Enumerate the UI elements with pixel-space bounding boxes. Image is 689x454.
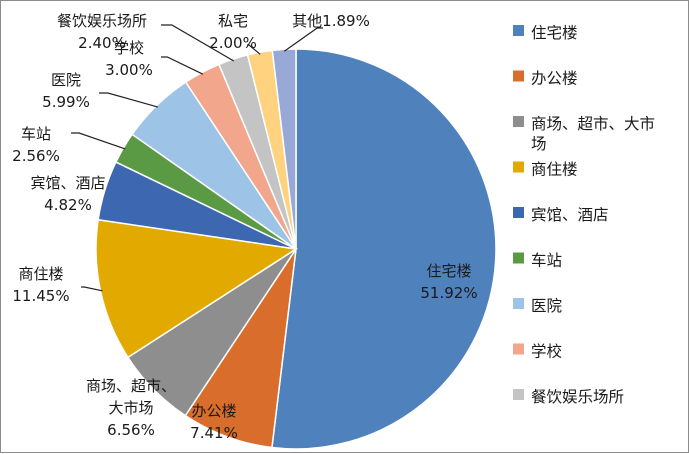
leader-line — [99, 92, 159, 108]
leader-lines — [71, 24, 323, 292]
data-label: 大市场 — [108, 399, 153, 417]
data-label: 餐饮娱乐场所 — [57, 12, 147, 30]
data-label: 2.40% — [78, 34, 126, 52]
legend-label: 医院 — [531, 296, 562, 315]
data-label: 其他1.89% — [292, 12, 370, 30]
data-label: 住宅楼 — [426, 262, 471, 280]
data-label: 5.99% — [42, 93, 90, 111]
data-label: 办公楼 — [191, 402, 236, 420]
leader-line — [283, 27, 323, 52]
data-label: 6.56% — [107, 421, 155, 439]
leader-line — [161, 56, 204, 75]
data-label: 7.41% — [190, 424, 238, 442]
legend-label: 餐饮娱乐场所 — [531, 388, 624, 406]
leader-line — [247, 44, 261, 55]
legend-label: 商场、超市、大市 — [531, 115, 655, 133]
legend-label: 车站 — [531, 252, 562, 270]
data-label: 车站 — [21, 125, 51, 143]
legend-label: 办公楼 — [531, 70, 578, 88]
pie-slice — [271, 48, 497, 450]
data-label: 商住楼 — [18, 265, 63, 283]
data-label: 3.00% — [105, 61, 153, 79]
data-label: 医院 — [51, 71, 81, 89]
legend-label: 宾馆、酒店 — [531, 206, 609, 224]
legend-swatch — [513, 161, 524, 173]
data-label: 11.45% — [12, 287, 69, 305]
legend-swatch — [513, 70, 524, 82]
pie-slices — [95, 48, 497, 450]
data-label: 2.00% — [209, 34, 257, 52]
legend-swatch — [513, 116, 524, 127]
data-label: 宾馆、酒店 — [30, 174, 105, 192]
leader-line — [81, 286, 103, 292]
leader-line — [71, 132, 126, 150]
pie-slice — [95, 218, 299, 359]
leader-line — [161, 24, 235, 62]
pie-slice — [271, 48, 297, 250]
data-label: 51.92% — [420, 284, 477, 302]
data-label: 4.82% — [44, 196, 92, 214]
data-label: 私宅 — [218, 12, 248, 30]
legend-swatch — [513, 207, 524, 218]
legend-swatch — [513, 252, 524, 264]
legend-label: 学校 — [531, 343, 562, 361]
data-labels: 住宅楼 51.92% 办公楼 7.41% 商场、超市、大市场 6.56% 商住楼 11.45%… — [12, 12, 477, 442]
legend-label: 住宅楼 — [531, 24, 578, 42]
legend-label: 场 — [531, 135, 547, 153]
legend-swatch — [513, 25, 524, 36]
legend-swatch — [513, 389, 524, 400]
legend-label: 商住楼 — [531, 161, 578, 179]
data-label: 商场、超市、 — [86, 377, 176, 395]
legend-swatch — [513, 343, 524, 355]
data-label: 学校 — [114, 39, 144, 57]
legend-swatch — [513, 298, 524, 309]
data-label: 2.56% — [12, 147, 60, 165]
